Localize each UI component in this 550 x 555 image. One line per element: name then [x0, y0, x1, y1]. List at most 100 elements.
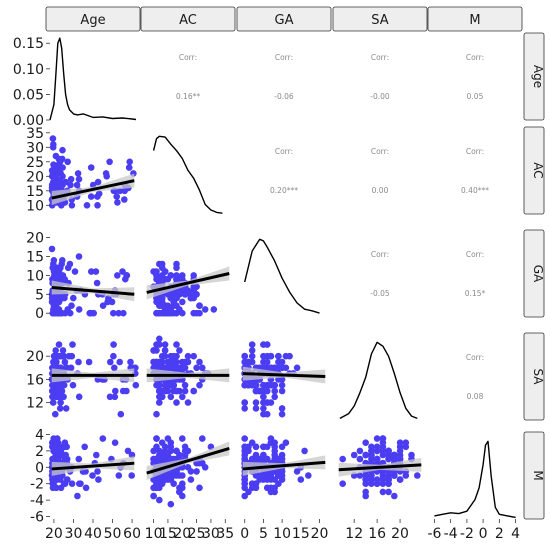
scatter-point [63, 364, 71, 372]
scatter-point [156, 455, 163, 463]
scatter-point [184, 358, 192, 366]
y-tick-label: 5 [35, 287, 44, 303]
scatter-point [267, 488, 275, 496]
x-tick-label: 5 [259, 526, 268, 542]
scatter-point [179, 492, 186, 500]
scatter-point [107, 358, 114, 366]
scatter-point [408, 451, 415, 459]
scatter-point [117, 410, 125, 418]
scatter-point [50, 141, 57, 148]
scatter-point [90, 309, 97, 317]
x-axis-m: -6 -4 -2 0 2 4 [427, 519, 520, 542]
panel-ga-age [48, 245, 135, 317]
scatter-point [75, 358, 82, 366]
scatter-point [110, 309, 117, 317]
scatter-point [252, 405, 260, 412]
scatter-point [56, 405, 64, 412]
panel-ac-sa: Corr: 0.00 [371, 147, 389, 195]
y-tick-label: -2 [30, 477, 44, 493]
scatter-point [286, 352, 293, 360]
y-tick-label: 2 [35, 444, 44, 460]
density-curve [434, 440, 516, 519]
regression-line [338, 463, 422, 472]
scatter-point [271, 387, 279, 395]
scatter-point [241, 476, 248, 483]
scatter-point [116, 358, 123, 366]
scatter-point [55, 294, 62, 302]
scatter-point [252, 455, 260, 463]
y-tick-label: 15 [26, 184, 44, 200]
scatter-point [362, 439, 370, 447]
scatter-point [297, 476, 305, 483]
scatter-point [67, 175, 75, 183]
scatter-point [241, 399, 248, 406]
scatter-point [57, 170, 64, 177]
scatter-point [263, 399, 271, 406]
scatter-point [263, 443, 271, 451]
scatter-point [256, 472, 264, 479]
scatter-point [74, 170, 82, 177]
y-tick-label: 12 [26, 396, 44, 412]
scatter-point [153, 480, 160, 488]
scatter-point [184, 399, 192, 406]
scatter-point [293, 364, 301, 372]
scatter-point [179, 472, 186, 479]
scatter-point [59, 164, 66, 171]
scatter-point [201, 306, 209, 313]
scatter-point [260, 352, 267, 360]
row-strip-ga: GA [523, 229, 545, 318]
scatter-point [379, 435, 387, 442]
density-curve [339, 341, 418, 420]
scatter-point [196, 302, 203, 310]
y-axis-ga: 0 5 10 15 20 [26, 231, 50, 322]
row-strip-box [523, 431, 545, 520]
scatter-point [167, 393, 175, 401]
scatter-point [391, 472, 398, 479]
scatter-point [158, 358, 166, 366]
scatter-point [252, 443, 260, 451]
corr-value: 0.00 [372, 186, 389, 195]
scatter-point [115, 472, 123, 479]
scatter-point [62, 451, 69, 459]
x-tick-label: 10 [145, 526, 163, 542]
scatter-point [267, 352, 275, 360]
column-strip-box [236, 6, 332, 32]
scatter-point [153, 443, 160, 451]
scatter-point [339, 455, 347, 463]
row-strip-label: SA [531, 368, 545, 385]
scatter-point [196, 309, 203, 317]
scatter-point [267, 364, 275, 372]
scatter-point [161, 341, 169, 348]
scatter-point [60, 480, 68, 488]
scatter-point [49, 135, 57, 142]
x-tick-label: 30 [202, 526, 220, 542]
scatter-point [173, 291, 180, 298]
scatter-point [75, 393, 83, 401]
scatter-point [196, 484, 203, 492]
row-strip-m: M [523, 431, 545, 520]
scatter-point [71, 268, 79, 275]
scatter-point [241, 358, 248, 366]
y-tick-label: 35 [26, 126, 44, 142]
scatter-point [77, 480, 84, 488]
corr-value: 0.40*** [461, 186, 489, 195]
scatter-point [75, 306, 83, 313]
corr-label: Corr: [371, 147, 389, 156]
scatter-point [396, 443, 404, 451]
regression-line [242, 372, 326, 378]
scatter-point [356, 455, 364, 463]
corr-value: 0.05 [467, 92, 484, 101]
scatter-point [173, 364, 180, 372]
scatter-point [52, 173, 59, 180]
panel-sa-ga [241, 341, 326, 418]
scatter-point [379, 476, 387, 483]
y-tick-label: 4 [35, 427, 44, 443]
corr-value: -0.05 [370, 289, 390, 298]
scatter-point [201, 464, 209, 471]
scatter-point [58, 181, 66, 189]
scatter-point [58, 309, 65, 317]
scatter-point [87, 164, 95, 171]
scatter-point [49, 294, 56, 302]
